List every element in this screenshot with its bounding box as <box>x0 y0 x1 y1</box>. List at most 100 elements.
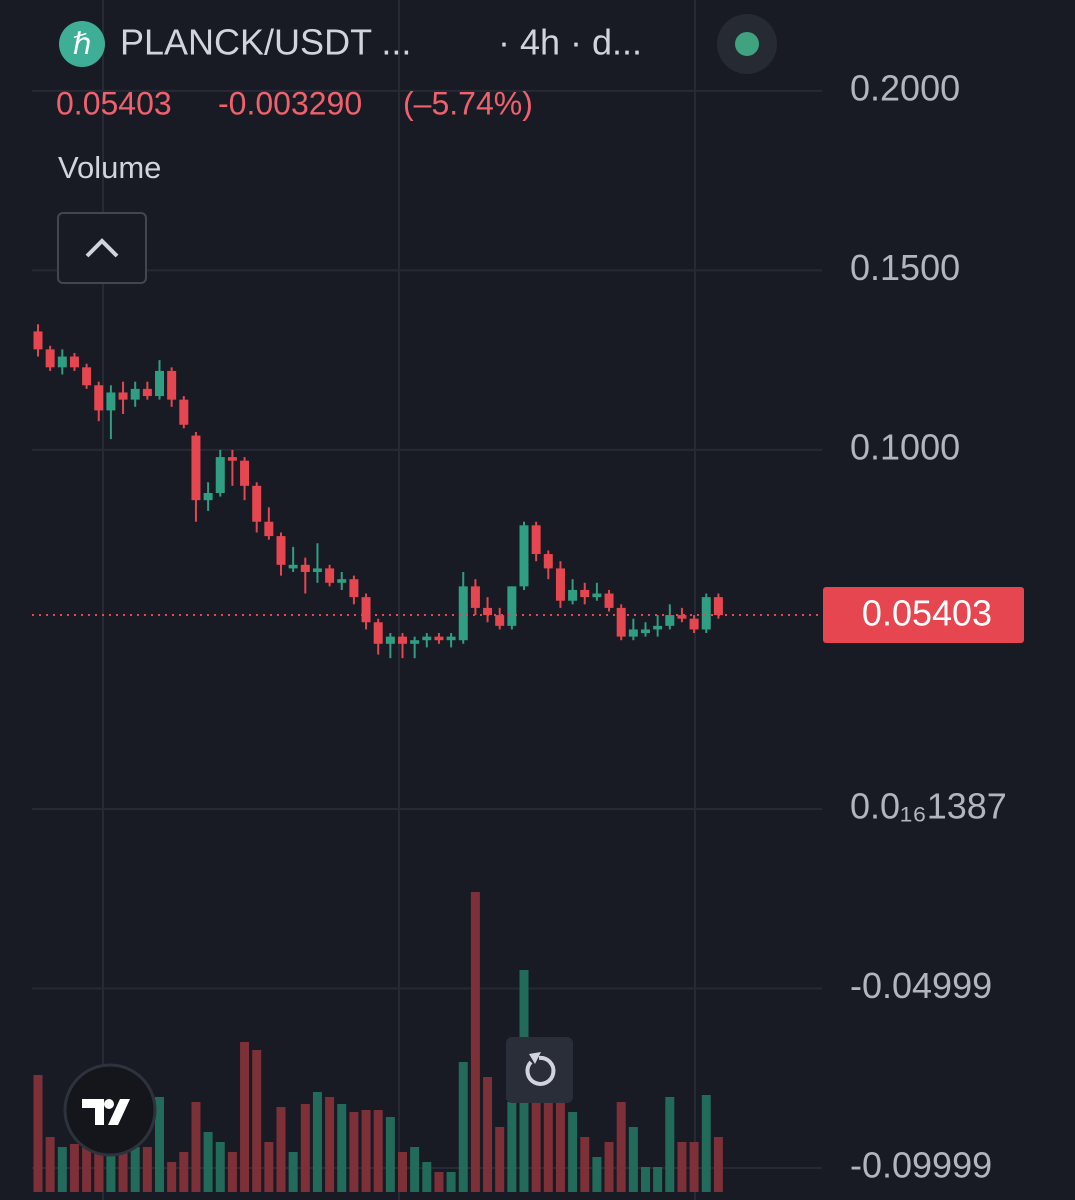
reset-head <box>529 1052 541 1064</box>
candle-body <box>264 521 274 537</box>
volume-bar <box>349 1112 359 1192</box>
candle-body <box>33 331 43 350</box>
button-frame[interactable] <box>57 212 147 284</box>
last-price-tag <box>823 586 1024 643</box>
interval: · 4h · d... <box>498 22 642 63</box>
volume-bar <box>203 1132 213 1192</box>
symbol: PLANCK/USDT ... <box>120 22 411 63</box>
candle-body <box>252 485 262 522</box>
y-tick-label: 0.2000 <box>850 67 960 108</box>
volume-bar <box>543 1082 553 1192</box>
volume-bar <box>264 1142 274 1192</box>
change: -0.003290 <box>218 85 362 121</box>
candle-body <box>130 388 140 400</box>
candle-body <box>677 615 687 619</box>
volume-bar <box>240 1042 250 1192</box>
candle-body <box>653 625 663 630</box>
candle-body <box>543 554 553 569</box>
candle-body <box>519 525 529 587</box>
volume-bar <box>325 1097 335 1192</box>
candle-body <box>69 356 79 368</box>
candle-body <box>422 636 432 641</box>
volume-bar <box>167 1162 177 1192</box>
candle-body <box>94 385 104 411</box>
volume-bar <box>69 1144 79 1192</box>
candle-body <box>689 618 699 630</box>
volume-bar <box>130 1147 140 1192</box>
volume-bar <box>422 1162 432 1192</box>
candle-body <box>227 457 237 461</box>
tv-logo[interactable] <box>63 1063 157 1157</box>
candle-body <box>410 640 420 644</box>
volume-bar <box>653 1167 663 1192</box>
volume-bar <box>410 1147 420 1192</box>
candle-body <box>495 615 505 626</box>
volume-bar <box>641 1167 650 1192</box>
candle-body <box>45 349 55 368</box>
volume-bar <box>568 1112 578 1192</box>
volume-bar <box>470 892 480 1192</box>
candle-body <box>616 607 626 637</box>
candle-body <box>592 593 602 598</box>
volume-bar <box>592 1157 602 1192</box>
volume-bar <box>252 1050 262 1192</box>
volume-bar <box>689 1142 699 1192</box>
candle-body <box>179 399 189 425</box>
candle-body <box>385 636 395 644</box>
candle-body <box>203 492 213 501</box>
volume-bar <box>434 1172 444 1192</box>
volume-bar <box>483 1077 493 1192</box>
volume-bar <box>300 1104 310 1192</box>
reset-arrow <box>525 1055 556 1086</box>
volume-bar <box>227 1152 237 1192</box>
status-dot <box>735 32 759 56</box>
candle-body <box>361 597 371 623</box>
logo-dot <box>104 1099 114 1109</box>
candle-body <box>446 636 456 641</box>
y-tick-label: 0.1000 <box>850 426 960 467</box>
candle-body <box>531 525 541 555</box>
volume-bar <box>179 1152 189 1192</box>
y-tick-label: 0.0₁₆1387 <box>850 785 1007 826</box>
logo-mark <box>82 1099 130 1125</box>
y-tick-label: -0.04999 <box>850 965 992 1006</box>
change-pct: (–5.74%) <box>403 85 533 121</box>
volume-bar <box>495 1127 505 1192</box>
candle-body <box>398 636 407 644</box>
reset-button[interactable] <box>506 1037 573 1103</box>
plot <box>32 89 822 1192</box>
logo-circle[interactable] <box>63 1063 157 1157</box>
candle-body <box>349 579 359 598</box>
candle-body <box>628 629 638 637</box>
price: 0.05403 <box>56 85 172 121</box>
candle-body <box>434 636 444 641</box>
candle-body <box>580 589 590 598</box>
candle-body <box>82 367 92 386</box>
volume-bar <box>531 1042 541 1192</box>
candle-body <box>300 564 310 572</box>
reset-frame[interactable] <box>506 1037 573 1103</box>
volume-bar <box>398 1152 407 1192</box>
volume-bar <box>45 1137 55 1192</box>
candle-body <box>373 622 383 644</box>
volume-bar <box>713 1137 723 1192</box>
volume-bar <box>191 1102 201 1192</box>
volume-bar <box>665 1097 675 1192</box>
candle-body <box>325 568 335 583</box>
volume-bar <box>373 1110 383 1192</box>
candle-body <box>568 589 578 601</box>
candle-body <box>641 629 650 634</box>
collapse-button[interactable] <box>57 212 147 284</box>
volume-bar <box>276 1107 286 1192</box>
candle-body <box>483 607 493 616</box>
candle-body <box>57 356 67 368</box>
candle-body <box>191 435 201 501</box>
volume-bar <box>142 1147 152 1192</box>
candle-body <box>604 593 614 608</box>
candle-body <box>142 388 152 397</box>
y-tick-label: -0.09999 <box>850 1145 992 1186</box>
candle-body <box>276 536 286 565</box>
candle-body <box>713 597 723 616</box>
volume-bar <box>361 1110 371 1192</box>
